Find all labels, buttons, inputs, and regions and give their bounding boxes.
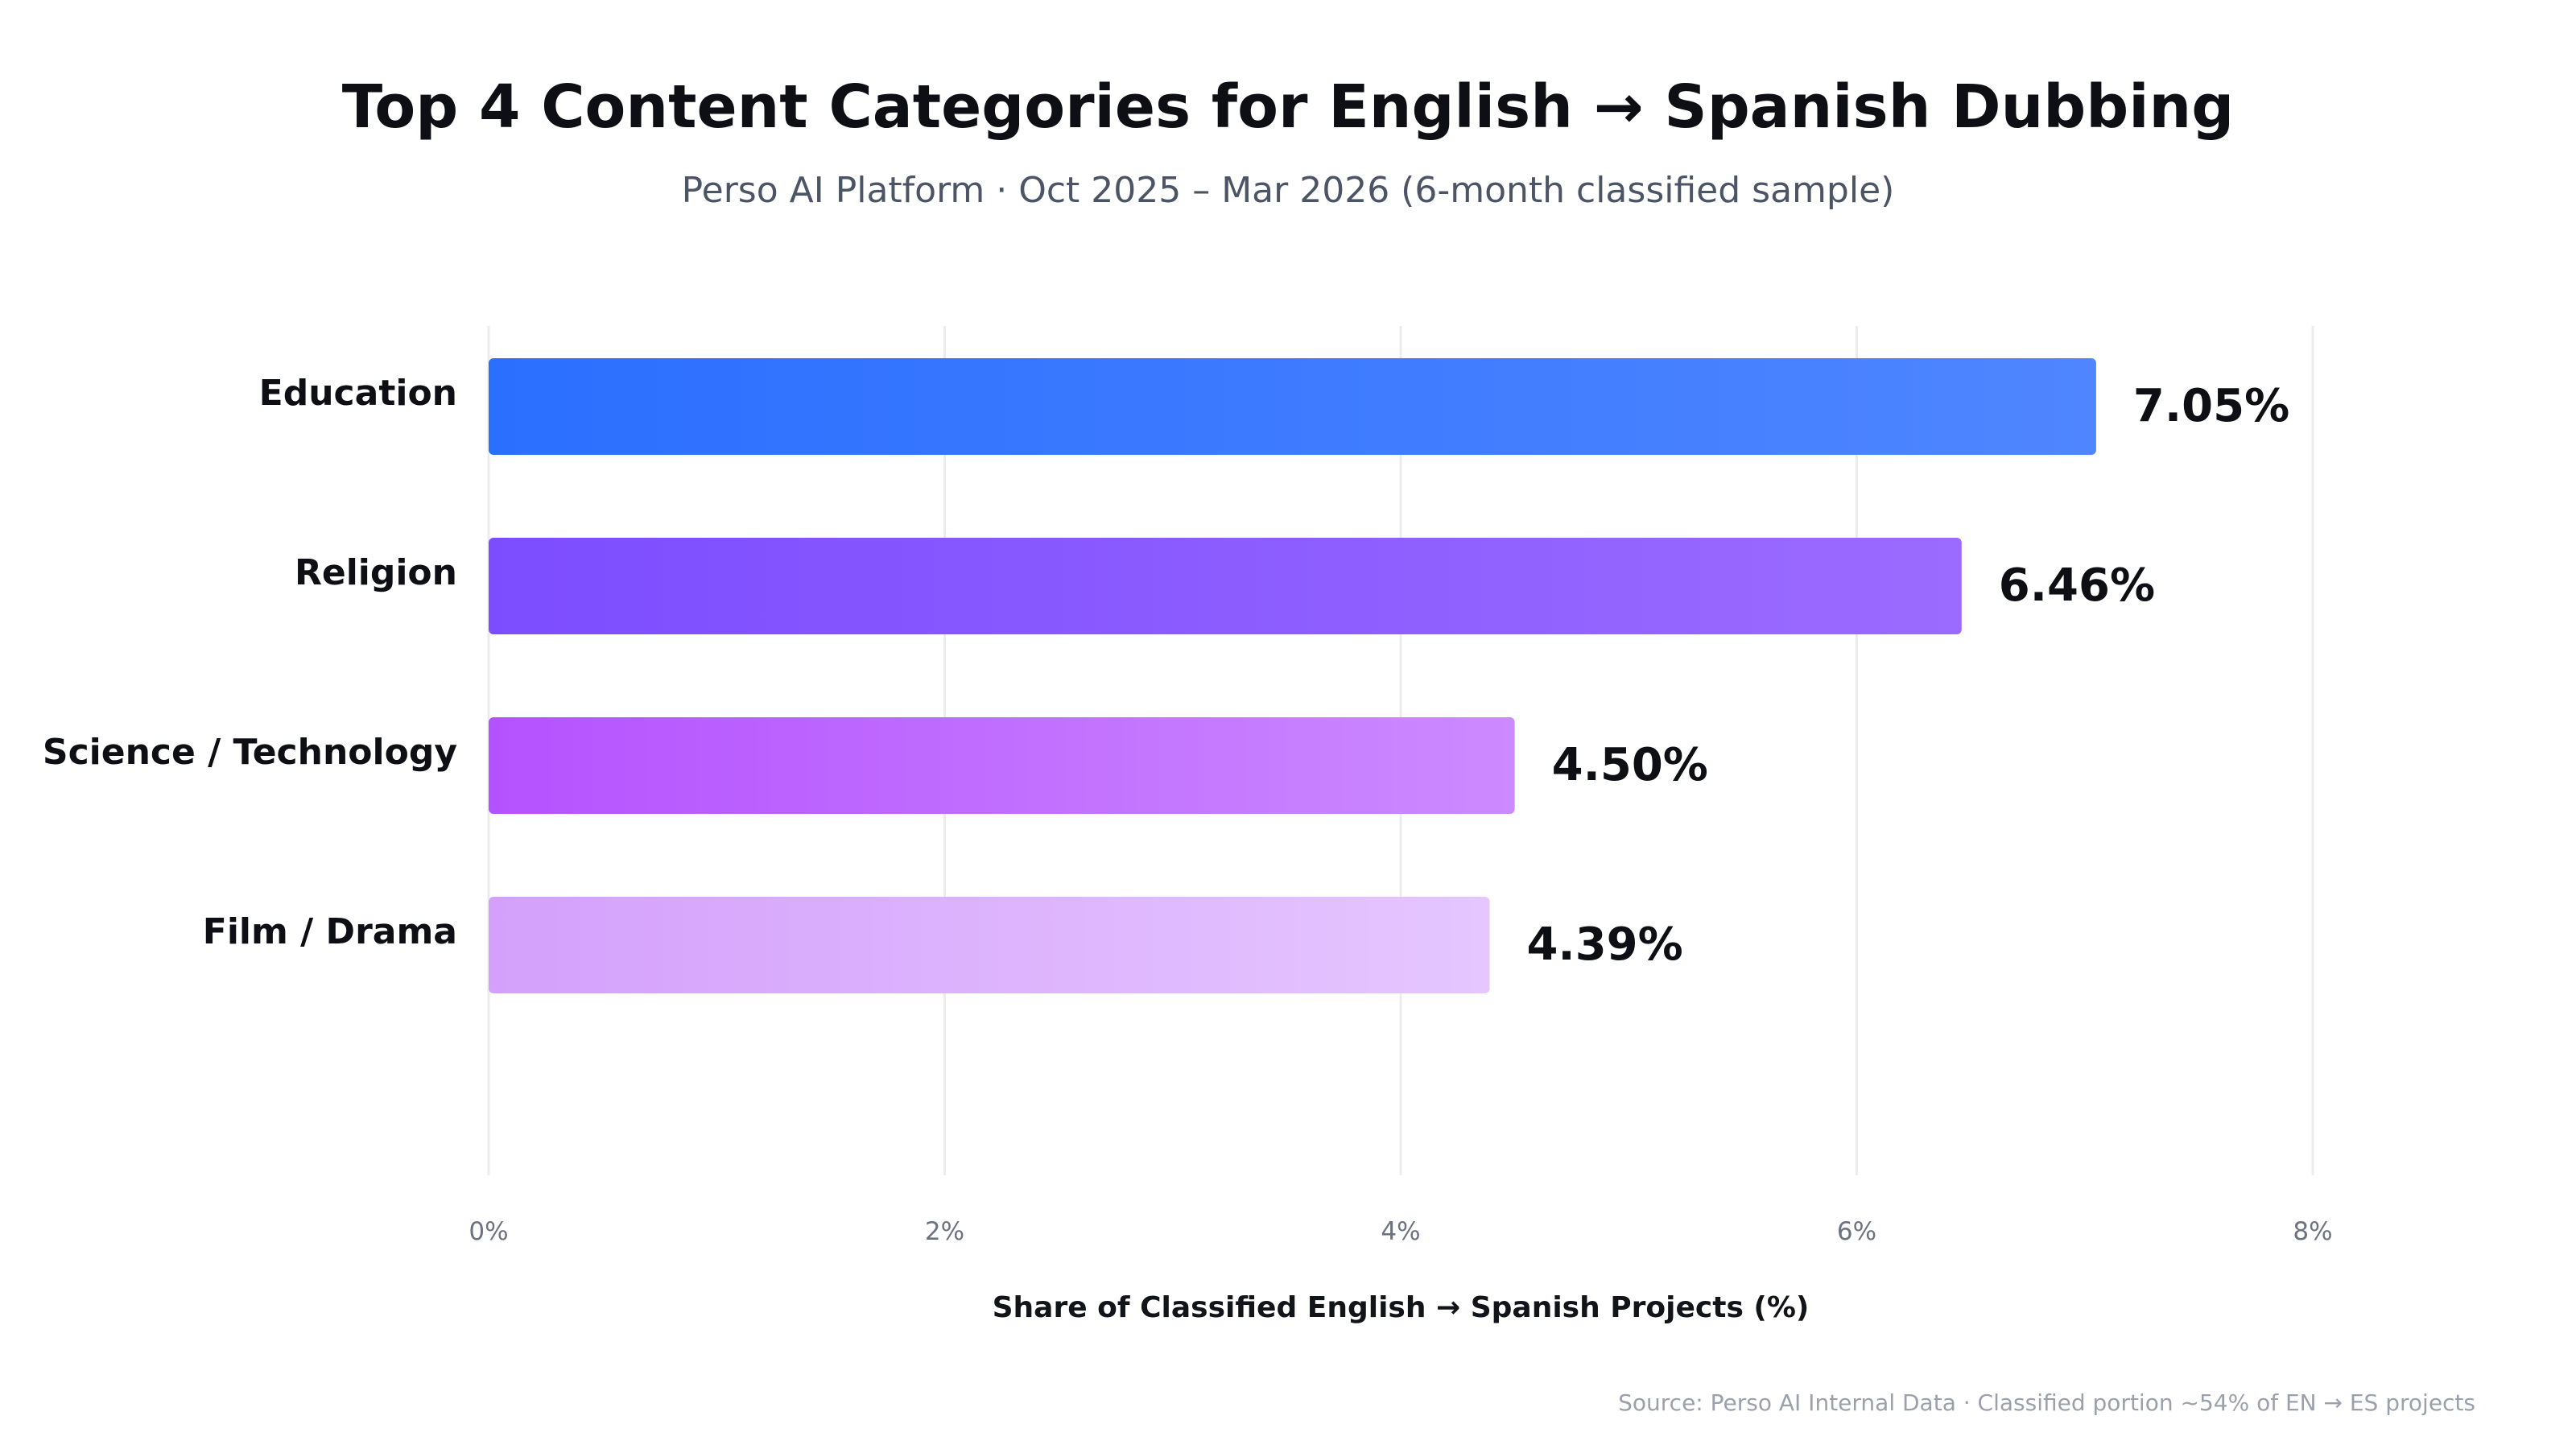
bars: [489, 358, 2096, 993]
value-label: 4.50%: [1552, 739, 1708, 791]
x-tick-label: 8%: [2293, 1217, 2332, 1246]
bar: [489, 358, 2096, 455]
category-label: Religion: [295, 552, 457, 593]
bar: [489, 538, 1962, 634]
x-axis-label: Share of Classified English → Spanish Pr…: [993, 1291, 1810, 1324]
value-labels: 7.05% 6.46% 4.50% 4.39%: [1526, 380, 2289, 971]
chart-title: Top 4 Content Categories for English → S…: [341, 72, 2235, 142]
source-note: Source: Perso AI Internal Data · Classif…: [1618, 1389, 2475, 1416]
category-label: Education: [259, 373, 457, 414]
x-tick-labels: 0% 2% 4% 6% 8%: [469, 1217, 2332, 1246]
value-label: 4.39%: [1526, 919, 1682, 971]
x-tick-label: 4%: [1381, 1217, 1420, 1246]
category-labels: Education Religion Science / Technology Fil…: [43, 373, 457, 952]
bar: [489, 717, 1515, 814]
x-tick-label: 0%: [469, 1217, 508, 1246]
x-tick-label: 2%: [925, 1217, 964, 1246]
category-label: Science / Technology: [43, 732, 457, 773]
chart-subtitle: Perso AI Platform · Oct 2025 – Mar 2026 …: [681, 170, 1895, 211]
bar: [489, 897, 1490, 993]
category-label: Film / Drama: [203, 911, 457, 952]
x-tick-label: 6%: [1837, 1217, 1876, 1246]
value-label: 7.05%: [2133, 380, 2289, 432]
value-label: 6.46%: [1999, 559, 2155, 612]
